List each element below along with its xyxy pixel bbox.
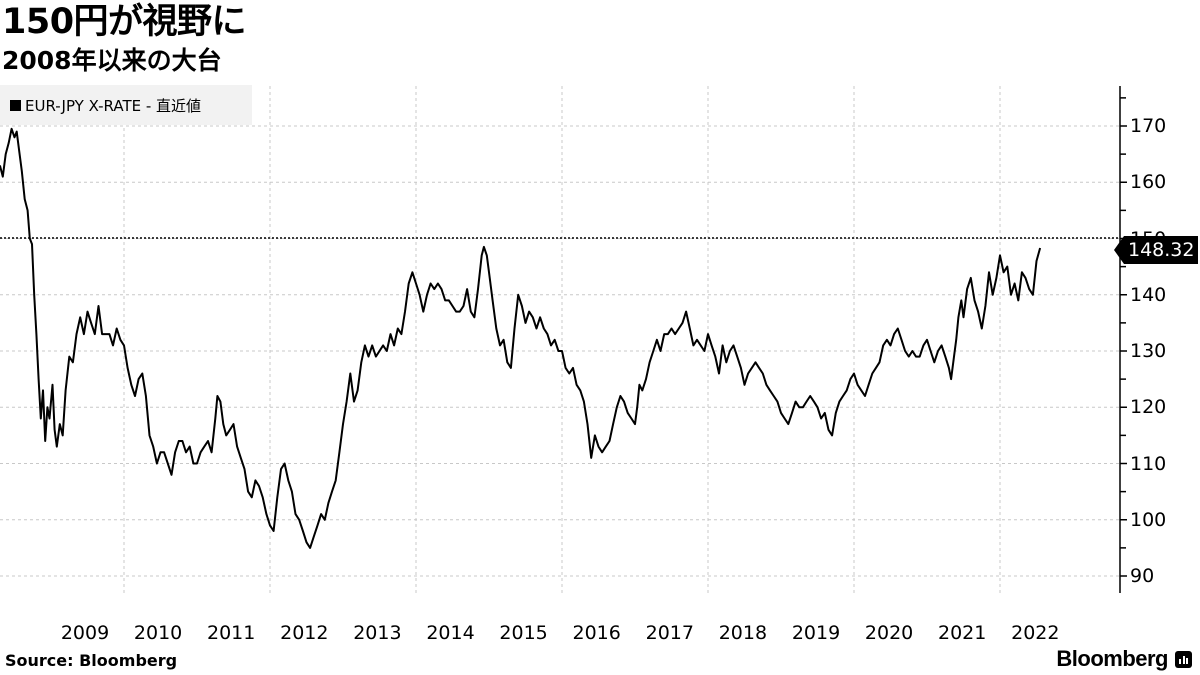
x-tick-label: 2009 xyxy=(60,622,110,644)
last-value-badge: 148.32 xyxy=(1113,236,1199,264)
x-tick-label: 2017 xyxy=(645,622,694,644)
x-tick-label: 2014 xyxy=(426,622,475,644)
x-tick-label: 2010 xyxy=(133,622,183,644)
x-tick-label: 2021 xyxy=(938,622,987,644)
y-tick-label: 100 xyxy=(1130,508,1167,531)
bloomberg-logo-text: Bloomberg xyxy=(1056,646,1168,671)
x-tick-label: 2016 xyxy=(572,622,621,644)
chart-title: 150円が視野に xyxy=(2,2,247,42)
y-tick-label: 160 xyxy=(1130,171,1167,194)
x-tick-label: 2022 xyxy=(1011,622,1060,644)
legend: EUR-JPY X-RATE - 直近値 xyxy=(0,85,252,125)
y-tick-label: 90 xyxy=(1130,565,1155,587)
x-tick-label: 2015 xyxy=(499,622,548,644)
x-tick-label: 2019 xyxy=(791,622,841,644)
y-axis-ticks xyxy=(1120,97,1127,577)
legend-swatch xyxy=(10,99,21,111)
x-tick-label: 2011 xyxy=(207,622,256,644)
eur-jpy-series-line xyxy=(0,127,1042,549)
bloomberg-chart-icon xyxy=(1175,651,1192,668)
source-note: Source: Bloomberg xyxy=(5,651,178,670)
x-tick-label: 2012 xyxy=(280,622,329,644)
y-tick-label: 140 xyxy=(1130,283,1167,306)
y-tick-label: 110 xyxy=(1130,452,1167,475)
x-tick-label: 2013 xyxy=(353,622,402,644)
chart-subtitle: 2008年以来の大台 xyxy=(2,46,222,75)
y-tick-label: 170 xyxy=(1130,115,1167,137)
x-tick-label: 2018 xyxy=(718,622,768,644)
legend-label: EUR-JPY X-RATE - 直近値 xyxy=(25,96,202,115)
y-tick-label: 120 xyxy=(1130,396,1167,419)
x-tick-label: 2020 xyxy=(864,622,914,644)
grid-lines xyxy=(0,86,1120,595)
y-tick-label: 130 xyxy=(1130,340,1167,362)
